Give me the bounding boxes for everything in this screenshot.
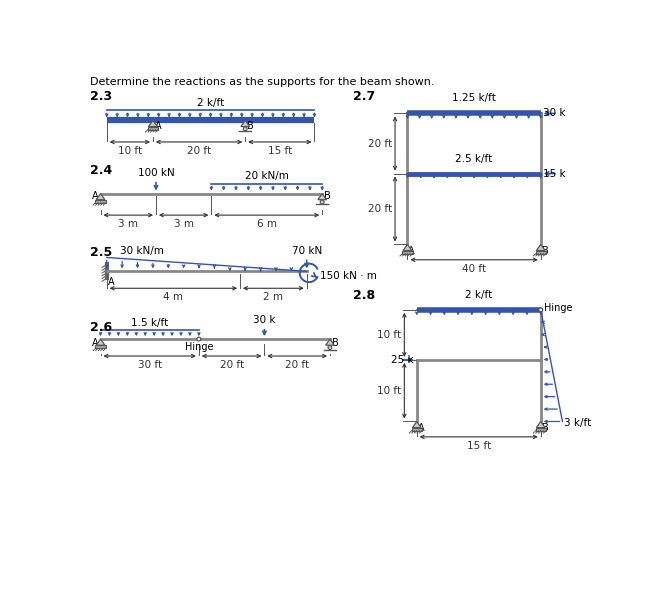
Text: Determine the reactions as the supports for the beam shown.: Determine the reactions as the supports …	[90, 77, 434, 88]
Text: 2.7: 2.7	[353, 91, 375, 103]
Polygon shape	[536, 422, 545, 428]
Text: 2.5 k/ft: 2.5 k/ft	[456, 154, 493, 164]
Polygon shape	[148, 127, 158, 130]
Text: A: A	[92, 338, 98, 348]
Polygon shape	[96, 193, 105, 200]
Polygon shape	[412, 422, 421, 428]
Text: 40 ft: 40 ft	[462, 264, 486, 274]
Text: 3 m: 3 m	[174, 219, 194, 229]
Text: 20 ft: 20 ft	[220, 360, 244, 370]
Polygon shape	[318, 193, 327, 200]
Text: 6 m: 6 m	[257, 219, 277, 229]
Text: B: B	[331, 338, 338, 348]
Text: 2.8: 2.8	[353, 289, 375, 302]
Text: 4 m: 4 m	[164, 292, 184, 302]
Text: 20 ft: 20 ft	[368, 204, 392, 214]
Polygon shape	[411, 428, 422, 431]
Text: 10 ft: 10 ft	[377, 386, 401, 396]
Circle shape	[328, 346, 332, 349]
Text: 3 k/ft: 3 k/ft	[564, 418, 591, 428]
Text: 30 kN/m: 30 kN/m	[120, 246, 164, 256]
Circle shape	[539, 308, 542, 312]
Text: 150 kN · m: 150 kN · m	[320, 271, 377, 281]
Circle shape	[243, 127, 247, 131]
Text: 10 ft: 10 ft	[377, 330, 401, 340]
Text: 2 m: 2 m	[263, 292, 283, 302]
Text: 20 kN/m: 20 kN/m	[245, 171, 289, 181]
Text: 2.4: 2.4	[90, 164, 112, 177]
Text: B: B	[246, 121, 254, 131]
Polygon shape	[403, 244, 411, 250]
Text: Hinge: Hinge	[544, 304, 572, 313]
Polygon shape	[325, 339, 334, 345]
Polygon shape	[96, 345, 106, 348]
Text: 30 k: 30 k	[253, 315, 276, 325]
Text: B: B	[324, 191, 331, 201]
Text: A: A	[108, 277, 114, 288]
Circle shape	[320, 200, 324, 204]
Text: 2.5: 2.5	[90, 246, 112, 259]
Text: 20 ft: 20 ft	[187, 146, 211, 156]
Text: Hinge: Hinge	[184, 342, 213, 352]
Text: 25 k: 25 k	[391, 355, 413, 365]
Text: A: A	[408, 246, 415, 256]
Text: 20 ft: 20 ft	[368, 138, 392, 149]
Text: 2 k/ft: 2 k/ft	[197, 98, 224, 108]
Text: 2.6: 2.6	[90, 321, 112, 334]
Text: A: A	[92, 191, 98, 201]
Circle shape	[197, 337, 201, 341]
Text: 70 kN: 70 kN	[291, 246, 322, 256]
Polygon shape	[241, 121, 250, 127]
Text: 100 kN: 100 kN	[138, 168, 174, 178]
Polygon shape	[536, 244, 545, 250]
Polygon shape	[536, 250, 546, 253]
Text: 30 k: 30 k	[543, 108, 566, 119]
Text: 30 ft: 30 ft	[138, 360, 162, 370]
Text: 20 ft: 20 ft	[285, 360, 309, 370]
Text: B: B	[542, 423, 548, 433]
Text: 1.5 k/ft: 1.5 k/ft	[131, 318, 168, 327]
Polygon shape	[402, 250, 413, 253]
Polygon shape	[536, 428, 546, 431]
Text: 15 ft: 15 ft	[268, 146, 292, 156]
Text: 15 k: 15 k	[543, 168, 566, 179]
Polygon shape	[96, 339, 105, 345]
Text: 3 m: 3 m	[118, 219, 138, 229]
Text: 1.25 k/ft: 1.25 k/ft	[452, 94, 496, 103]
Text: A: A	[418, 423, 424, 433]
Text: 2 k/ft: 2 k/ft	[465, 290, 492, 300]
Polygon shape	[148, 121, 157, 127]
Text: 15 ft: 15 ft	[467, 441, 491, 450]
Text: 10 ft: 10 ft	[118, 146, 142, 156]
Text: A: A	[154, 121, 161, 131]
Polygon shape	[96, 200, 106, 203]
Text: B: B	[542, 246, 548, 256]
Text: 2.3: 2.3	[90, 91, 112, 103]
